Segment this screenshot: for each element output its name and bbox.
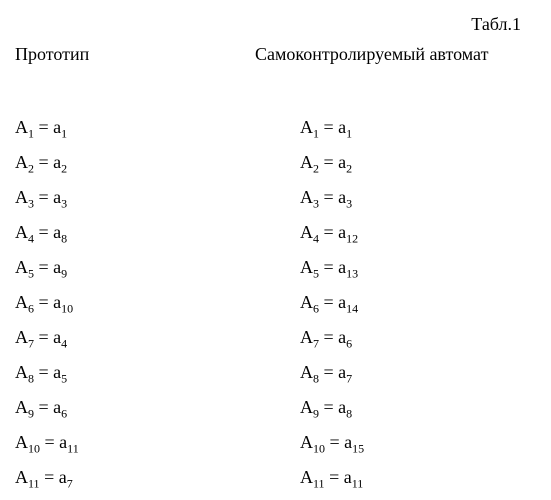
equation-row: A9 = a6 — [15, 390, 79, 425]
equation-row: A8 = a5 — [15, 355, 79, 390]
header-prototype: Прототип — [15, 44, 89, 65]
equation-row: A3 = a3 — [15, 180, 79, 215]
equation-row: A7 = a6 — [300, 320, 364, 355]
equation-row: A11 = a7 — [15, 460, 79, 495]
prototype-column: A1 = a1A2 = a2A3 = a3A4 = a8A5 = a9A6 = … — [15, 110, 79, 495]
equation-row: A6 = a10 — [15, 285, 79, 320]
equation-row: A1 = a1 — [300, 110, 364, 145]
header-selfcontrolled: Самоконтролируемый автомат — [255, 44, 488, 65]
equation-row: A2 = a2 — [15, 145, 79, 180]
equation-row: A8 = a7 — [300, 355, 364, 390]
equation-row: A3 = a3 — [300, 180, 364, 215]
equation-row: A4 = a12 — [300, 215, 364, 250]
table-label: Табл.1 — [471, 14, 521, 35]
equation-row: A1 = a1 — [15, 110, 79, 145]
equation-row: A10 = a15 — [300, 425, 364, 460]
equation-row: A7 = a4 — [15, 320, 79, 355]
equation-row: A5 = a13 — [300, 250, 364, 285]
equation-row: A4 = a8 — [15, 215, 79, 250]
equation-row: A2 = a2 — [300, 145, 364, 180]
equation-row: A5 = a9 — [15, 250, 79, 285]
equation-row: A6 = a14 — [300, 285, 364, 320]
equation-row: A10 = a11 — [15, 425, 79, 460]
equation-row: A11 = a11 — [300, 460, 364, 495]
selfcontrolled-column: A1 = a1A2 = a2A3 = a3A4 = a12A5 = a13A6 … — [300, 110, 364, 495]
equation-row: A9 = a8 — [300, 390, 364, 425]
